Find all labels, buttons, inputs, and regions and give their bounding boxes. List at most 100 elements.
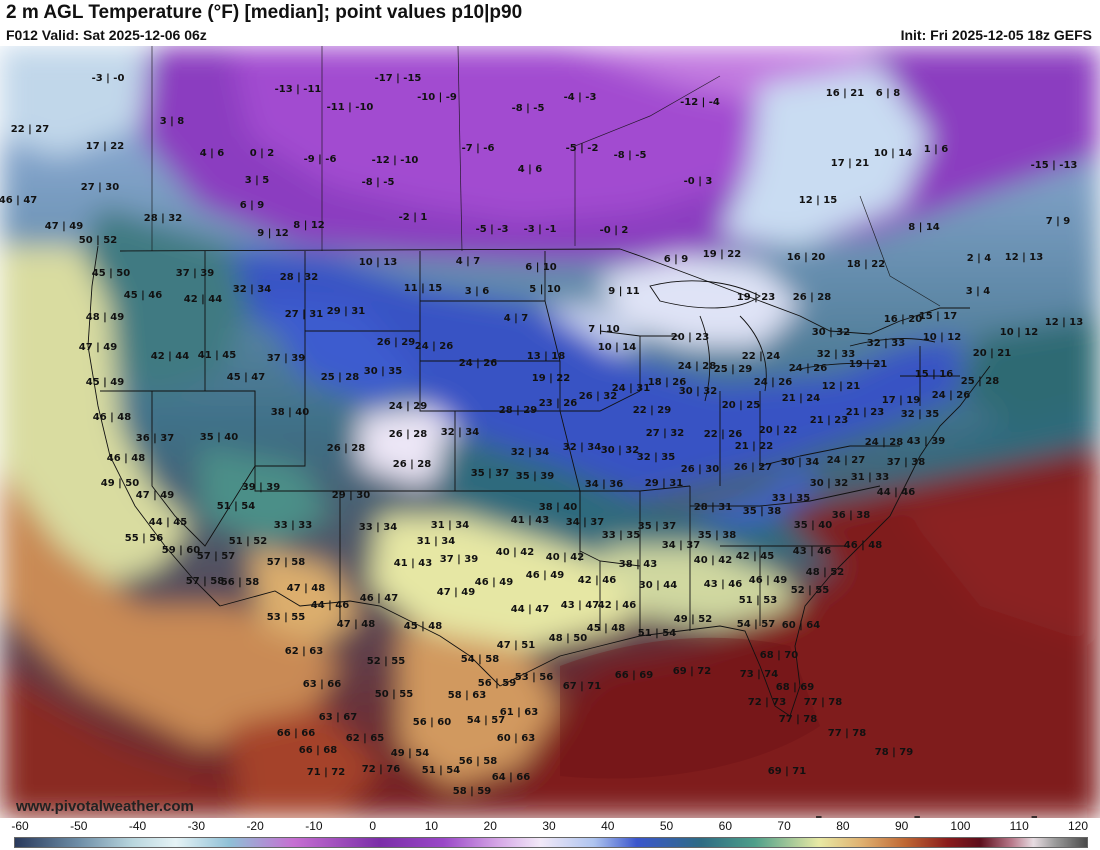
point-value: 10 | 13 (359, 257, 397, 268)
point-value: 58 | 63 (448, 690, 486, 701)
scale-tick: 70 (777, 819, 791, 833)
point-value: 24 | 27 (827, 455, 865, 466)
temperature-map[interactable]: -3 | -0 22 | 27 3 | 8 -13 | -11 -17 | -15 -11… (0, 46, 1100, 818)
point-value: 26 | 32 (579, 391, 617, 402)
point-value: 10 | 12 (923, 332, 961, 343)
point-value: 57 | 57 (197, 551, 235, 562)
scale-tick: 0 (369, 819, 376, 833)
point-value: 22 | 27 (11, 124, 49, 135)
point-value: 16 | 21 (826, 88, 864, 99)
point-value: 22 | 29 (633, 405, 671, 416)
point-value: 30 | 32 (810, 478, 848, 489)
point-value: 6 | 9 (664, 254, 689, 265)
scale-tick: -30 (187, 819, 205, 833)
point-value: 37 | 39 (267, 353, 305, 364)
point-value: 35 | 40 (200, 432, 238, 443)
point-value: -0 | 2 (600, 225, 629, 236)
point-value: 25 | 28 (321, 372, 359, 383)
point-value: 24 | 26 (789, 363, 827, 374)
point-value: 24 | 26 (459, 358, 497, 369)
point-value: 19 | 23 (737, 292, 775, 303)
point-value: 30 | 34 (781, 457, 819, 468)
point-value: 7 | 9 (1046, 216, 1071, 227)
point-value: 60 | 63 (497, 733, 535, 744)
point-value: -8 | -5 (614, 150, 647, 161)
scale-tick: 10 (424, 819, 439, 833)
point-value: -5 | -2 (566, 143, 599, 154)
scale-tick: 120 (1067, 819, 1089, 833)
point-value: 34 | 37 (566, 517, 604, 528)
point-value: 28 | 32 (144, 213, 182, 224)
point-value: 54 | 57 (737, 619, 775, 630)
point-value: 4 | 6 (518, 164, 543, 175)
point-value: 6 | 8 (876, 88, 901, 99)
point-value: 54 | 58 (461, 654, 499, 665)
point-value: 30 | 35 (364, 366, 402, 377)
point-value: 50 | 52 (79, 235, 117, 246)
point-value: 31 | 33 (851, 472, 889, 483)
point-value: 48 | 49 (86, 312, 124, 323)
point-value: 24 | 28 (865, 437, 903, 448)
point-value: -0 | 3 (684, 176, 713, 187)
point-value: 46 | 48 (93, 412, 131, 423)
point-value: 53 | 56 (515, 672, 553, 683)
point-value: 22 | 26 (704, 429, 742, 440)
point-value: 47 | 49 (79, 342, 117, 353)
point-value: 43 | 47 (561, 600, 599, 611)
point-value: 44 | 46 (311, 600, 349, 611)
point-value: 26 | 27 (734, 462, 772, 473)
point-value: 44 | 46 (877, 487, 915, 498)
point-value: 46 | 48 (844, 540, 882, 551)
point-value: 19 | 21 (849, 359, 887, 370)
point-value: -8 | -5 (512, 103, 545, 114)
point-value: 78 | 79 (875, 747, 913, 758)
point-value: 47 | 48 (287, 583, 325, 594)
point-value: 61 | 63 (500, 707, 538, 718)
point-value: 49 | 52 (674, 614, 712, 625)
point-value: 9 | 12 (257, 228, 289, 239)
gulf-water (560, 637, 820, 779)
point-value: 77 | 78 (804, 697, 842, 708)
point-value: 4 | 6 (200, 148, 225, 159)
point-value: 72 | 73 (748, 697, 786, 708)
point-value: 26 | 30 (681, 464, 719, 475)
point-value: 77 | 78 (779, 714, 817, 725)
point-value: 46 | 49 (526, 570, 564, 581)
point-value: 51 | 54 (422, 765, 460, 776)
point-value: 2 | 4 (967, 253, 992, 264)
point-value: 38 | 40 (271, 407, 309, 418)
point-value: 4 | 7 (504, 313, 529, 324)
point-value: 24 | 26 (415, 341, 453, 352)
point-value: 28 | 31 (694, 502, 732, 513)
point-value: 62 | 65 (346, 733, 384, 744)
point-value: 47 | 49 (437, 587, 475, 598)
point-value: 59 | 60 (162, 545, 200, 556)
point-value: 33 | 33 (274, 520, 312, 531)
point-value: 66 | 68 (299, 745, 337, 756)
point-value: 66 | 69 (615, 670, 653, 681)
point-value: 40 | 42 (694, 555, 732, 566)
map-canvas: -3 | -0 22 | 27 3 | 8 -13 | -11 -17 | -15 -11… (0, 46, 1100, 818)
site-credit: www.pivotalweather.com (16, 798, 194, 815)
point-value: 3 | 5 (245, 175, 270, 186)
point-value: 45 | 48 (587, 623, 625, 634)
point-value: 24 | 31 (612, 383, 650, 394)
point-value: -4 | -3 (564, 92, 597, 103)
point-value: 25 | 29 (714, 364, 752, 375)
temperature-field (0, 46, 1100, 818)
point-value: 63 | 66 (303, 679, 341, 690)
point-value: 58 | 59 (453, 786, 491, 797)
point-value: 46 | 49 (749, 575, 787, 586)
point-value: 42 | 46 (578, 575, 616, 586)
point-value: 28 | 32 (280, 272, 318, 283)
point-value: -10 | -9 (417, 92, 457, 103)
point-value: 41 | 45 (198, 350, 236, 361)
point-value: 0 | 2 (250, 148, 275, 159)
state-borders (87, 245, 991, 717)
color-scale: -60 -50 -40 -30 -20 -10 0 10 20 30 40 50 60 70 80 90 100… (0, 818, 1100, 850)
point-value: 51 | 53 (739, 595, 777, 606)
point-value: 63 | 67 (319, 712, 357, 723)
point-value: 39 | 39 (242, 482, 280, 493)
point-value: 30 | 44 (639, 580, 677, 591)
point-value: -12 | -4 (680, 97, 720, 108)
